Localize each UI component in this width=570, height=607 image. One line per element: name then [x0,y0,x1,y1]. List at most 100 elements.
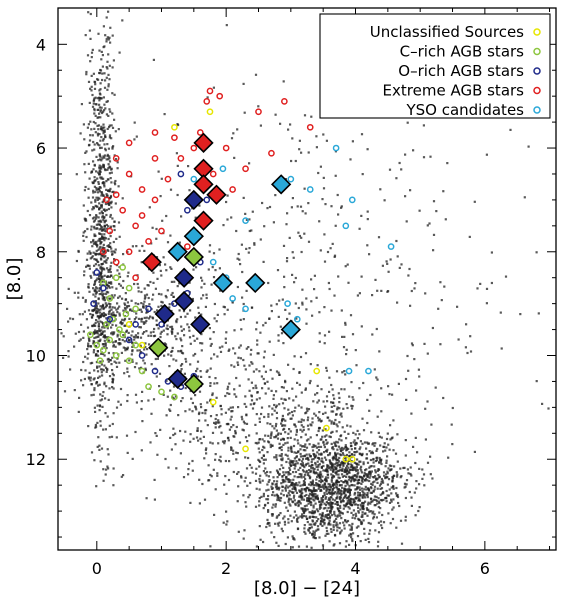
background-point [326,509,329,512]
background-point [278,442,281,445]
background-point [323,446,326,449]
background-point [94,198,97,202]
background-point [350,404,353,407]
background-point [372,517,375,520]
background-point [329,460,332,463]
background-point [331,465,334,468]
background-point [88,290,91,293]
background-point [325,486,328,489]
background-point [93,109,96,112]
background-point [96,143,99,146]
background-point [357,525,360,528]
background-point [298,148,301,151]
background-point [109,215,112,218]
background-point [106,327,109,330]
background-point [371,512,374,515]
background-point [196,427,199,430]
background-point [356,496,359,499]
background-point [321,519,324,522]
background-point [209,545,212,548]
background-point [223,442,226,445]
background-point [274,406,278,409]
background-point [272,503,275,506]
background-point [94,423,97,427]
background-point [400,475,403,478]
background-point [117,185,120,188]
background-point [315,446,318,449]
background-point [93,377,96,380]
background-point [320,466,323,469]
scatter-point [268,149,275,157]
background-point [263,225,266,228]
background-point [340,460,344,463]
background-point [107,163,110,166]
background-point [395,471,398,474]
background-point [277,471,280,475]
background-point [112,59,115,62]
background-point [137,290,140,293]
background-point [302,425,305,429]
background-point [100,177,103,180]
background-point [96,365,99,368]
background-point [339,464,342,467]
background-point [307,428,310,431]
background-point [145,497,148,500]
background-point [73,389,76,392]
background-point [83,163,86,166]
background-point [311,533,314,537]
background-point [205,452,208,455]
scatter-point [125,170,133,178]
background-point [284,480,287,483]
background-point [336,406,339,409]
background-point [416,451,419,454]
background-point [344,545,347,548]
background-point [197,439,200,442]
background-point [101,215,104,218]
background-point [118,272,121,275]
background-point [319,489,322,492]
background-point [156,453,159,456]
background-point [199,342,202,345]
background-point [92,207,95,210]
background-point [214,426,217,429]
background-point [108,424,111,427]
background-point [99,360,102,363]
background-point [324,507,327,510]
background-point [261,387,264,390]
background-point [104,219,108,222]
background-point [276,522,279,525]
background-point [246,440,249,443]
background-point [318,536,321,539]
background-point [97,317,101,320]
background-point [220,413,223,416]
background-point [102,391,105,394]
background-point [166,333,169,336]
background-point [194,352,197,356]
background-point [94,263,97,266]
background-point [250,229,253,232]
background-point [296,205,299,208]
background-point [301,455,304,458]
background-point [355,514,358,517]
background-point [92,160,95,163]
background-point [265,489,268,492]
background-point [341,451,344,455]
background-point [111,286,114,289]
background-point [377,473,380,477]
background-point [312,512,315,515]
background-point [321,524,324,527]
background-point [95,223,98,226]
scatter-point [216,92,224,100]
background-point [100,106,103,109]
background-point [127,271,130,274]
background-point [325,532,328,535]
background-point [311,519,314,522]
scatter-point [203,98,211,105]
background-point [262,495,265,498]
background-point [288,461,291,464]
background-point [104,412,107,415]
background-point [292,478,295,481]
background-point [368,450,371,453]
background-point [336,495,339,498]
background-point [335,497,338,500]
